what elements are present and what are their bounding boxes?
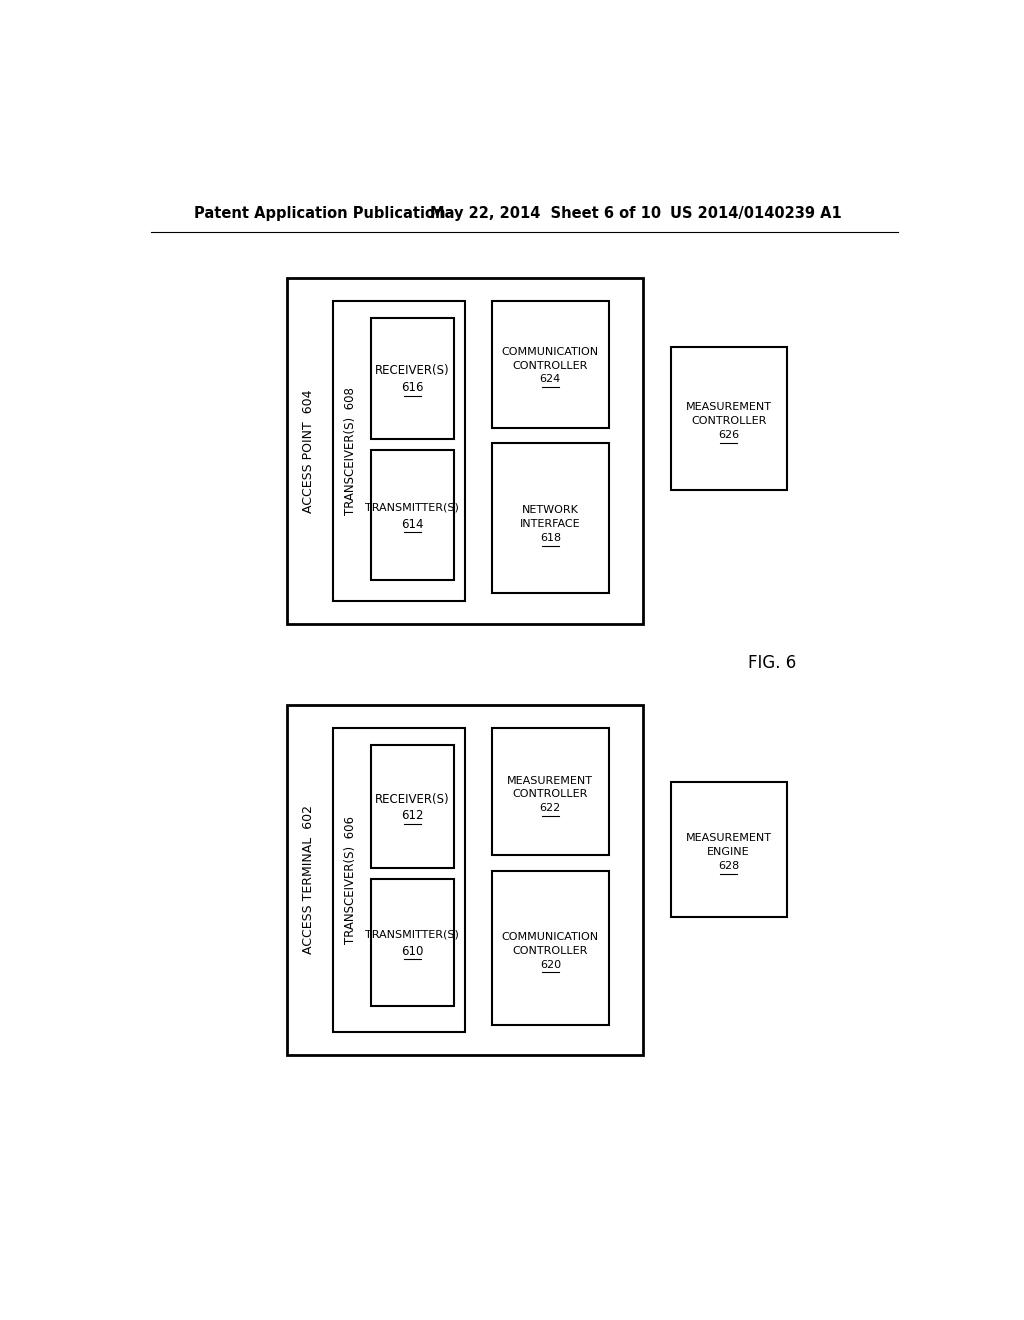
Text: 626: 626 [718, 430, 739, 440]
Text: 618: 618 [540, 533, 561, 543]
Bar [287, 277, 643, 624]
Text: 614: 614 [401, 517, 424, 531]
Text: TRANSMITTER(S): TRANSMITTER(S) [366, 502, 460, 512]
Text: 612: 612 [401, 809, 424, 822]
Text: TRANSCEIVER(S)  608: TRANSCEIVER(S) 608 [344, 387, 357, 515]
Text: 620: 620 [540, 960, 561, 970]
Text: CONTROLLER: CONTROLLER [513, 789, 588, 800]
Text: 624: 624 [540, 375, 561, 384]
Text: ENGINE: ENGINE [708, 847, 750, 857]
Text: May 22, 2014  Sheet 6 of 10: May 22, 2014 Sheet 6 of 10 [430, 206, 662, 222]
Bar [671, 781, 786, 917]
Text: TRANSCEIVER(S)  606: TRANSCEIVER(S) 606 [344, 816, 357, 944]
Bar [493, 301, 608, 428]
Text: RECEIVER(S): RECEIVER(S) [375, 792, 450, 805]
Bar [287, 705, 643, 1056]
Text: ACCESS TERMINAL  602: ACCESS TERMINAL 602 [302, 805, 315, 954]
Text: CONTROLLER: CONTROLLER [513, 945, 588, 956]
Bar [334, 301, 465, 601]
Text: CONTROLLER: CONTROLLER [513, 360, 588, 371]
Text: INTERFACE: INTERFACE [520, 519, 581, 529]
Text: 628: 628 [718, 861, 739, 871]
Text: COMMUNICATION: COMMUNICATION [502, 932, 599, 942]
Text: TRANSMITTER(S): TRANSMITTER(S) [366, 929, 460, 940]
Text: Patent Application Publication: Patent Application Publication [194, 206, 445, 222]
Text: COMMUNICATION: COMMUNICATION [502, 347, 599, 358]
Bar [493, 871, 608, 1024]
Text: ACCESS POINT  604: ACCESS POINT 604 [302, 389, 315, 512]
Bar [371, 744, 455, 869]
Text: FIG. 6: FIG. 6 [748, 653, 797, 672]
Text: 622: 622 [540, 804, 561, 813]
Text: CONTROLLER: CONTROLLER [691, 416, 766, 426]
Bar [493, 444, 608, 594]
Bar [493, 729, 608, 855]
Bar [371, 450, 455, 579]
Text: MEASUREMENT: MEASUREMENT [686, 403, 772, 412]
Bar [334, 729, 465, 1032]
Text: RECEIVER(S): RECEIVER(S) [375, 364, 450, 378]
Text: MEASUREMENT: MEASUREMENT [507, 776, 593, 785]
Bar [371, 879, 455, 1006]
Text: NETWORK: NETWORK [522, 506, 579, 515]
Text: 610: 610 [401, 945, 424, 958]
Text: US 2014/0140239 A1: US 2014/0140239 A1 [671, 206, 843, 222]
Text: MEASUREMENT: MEASUREMENT [686, 833, 772, 843]
Bar [671, 347, 786, 490]
Text: 616: 616 [401, 381, 424, 395]
Bar [371, 318, 455, 440]
